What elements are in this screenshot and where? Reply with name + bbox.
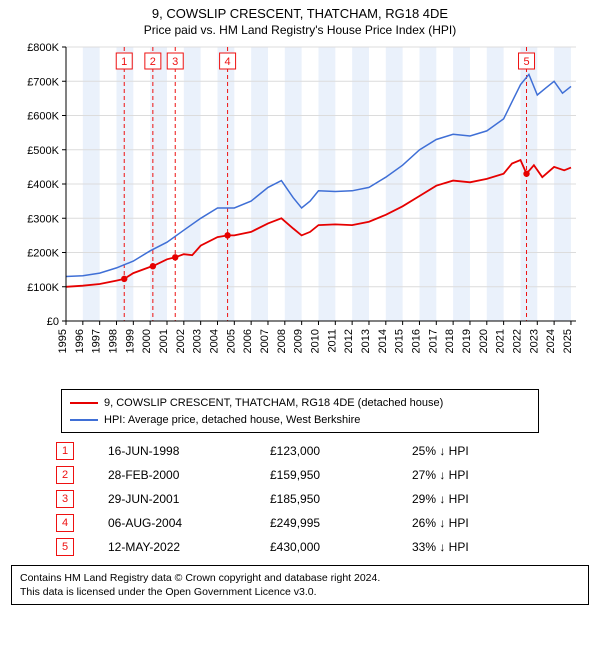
attribution-box: Contains HM Land Registry data © Crown c… (11, 565, 589, 605)
svg-text:£0: £0 (47, 316, 59, 328)
svg-text:1998: 1998 (107, 329, 119, 353)
sale-price: £159,950 (264, 463, 406, 487)
sale-date: 16-JUN-1998 (102, 439, 264, 463)
svg-text:2011: 2011 (326, 329, 338, 353)
chart-container: 9, COWSLIP CRESCENT, THATCHAM, RG18 4DE … (0, 6, 600, 650)
svg-text:2010: 2010 (309, 329, 321, 353)
svg-text:2003: 2003 (192, 329, 204, 353)
sale-hpi-delta: 27% ↓ HPI (406, 463, 550, 487)
sale-hpi-delta: 26% ↓ HPI (406, 511, 550, 535)
svg-text:2016: 2016 (410, 329, 422, 353)
price-hpi-chart: £0 £100K £200K £300K £400K £500K £600K £700K £80… (14, 41, 584, 381)
legend-swatch-price-paid (70, 402, 98, 404)
sale-event-row: 3 29-JUN-2001£185,95029% ↓ HPI (50, 487, 550, 511)
sale-marker-icon: 2 (56, 466, 74, 484)
legend-item-price-paid: 9, COWSLIP CRESCENT, THATCHAM, RG18 4DE … (70, 395, 530, 412)
sale-events-table: 1 16-JUN-1998£123,00025% ↓ HPI 2 28-FEB-200… (50, 439, 550, 559)
sale-date: 28-FEB-2000 (102, 463, 264, 487)
svg-text:2008: 2008 (276, 329, 288, 353)
sale-event-row: 1 16-JUN-1998£123,00025% ↓ HPI (50, 439, 550, 463)
svg-text:1999: 1999 (124, 329, 136, 353)
svg-text:2005: 2005 (225, 329, 237, 353)
svg-text:2013: 2013 (360, 329, 372, 353)
svg-text:2002: 2002 (175, 329, 187, 353)
svg-text:2: 2 (150, 56, 156, 68)
sale-marker-icon: 1 (56, 442, 74, 460)
svg-text:1997: 1997 (91, 329, 103, 353)
svg-text:2001: 2001 (158, 329, 170, 353)
sale-hpi-delta: 25% ↓ HPI (406, 439, 550, 463)
svg-text:2006: 2006 (242, 329, 254, 353)
sale-hpi-delta: 33% ↓ HPI (406, 535, 550, 559)
sale-event-row: 4 06-AUG-2004£249,99526% ↓ HPI (50, 511, 550, 535)
svg-text:£800K: £800K (27, 42, 59, 54)
chart-subtitle: Price paid vs. HM Land Registry's House … (0, 23, 600, 37)
sale-date: 29-JUN-2001 (102, 487, 264, 511)
svg-text:2007: 2007 (259, 329, 271, 353)
svg-text:£400K: £400K (27, 179, 59, 191)
sale-price: £185,950 (264, 487, 406, 511)
svg-text:2004: 2004 (208, 329, 220, 353)
legend-label-hpi: HPI: Average price, detached house, West… (104, 412, 360, 429)
svg-text:1995: 1995 (57, 329, 69, 353)
sale-date: 06-AUG-2004 (102, 511, 264, 535)
svg-text:2000: 2000 (141, 329, 153, 353)
svg-text:2022: 2022 (511, 329, 523, 353)
attribution-line-1: Contains HM Land Registry data © Crown c… (20, 571, 580, 585)
svg-text:2019: 2019 (461, 329, 473, 353)
chart-area: £0 £100K £200K £300K £400K £500K £600K £700K £80… (14, 41, 584, 381)
svg-text:2014: 2014 (377, 329, 389, 353)
svg-text:1996: 1996 (74, 329, 86, 353)
svg-text:£100K: £100K (27, 282, 59, 294)
sale-date: 12-MAY-2022 (102, 535, 264, 559)
legend-item-hpi: HPI: Average price, detached house, West… (70, 412, 530, 429)
svg-text:2021: 2021 (495, 329, 507, 353)
svg-text:£700K: £700K (27, 76, 59, 88)
svg-text:5: 5 (523, 56, 529, 68)
sale-price: £123,000 (264, 439, 406, 463)
svg-text:£300K: £300K (27, 213, 59, 225)
svg-text:2024: 2024 (545, 329, 557, 353)
svg-text:2015: 2015 (394, 329, 406, 353)
sale-marker-icon: 4 (56, 514, 74, 532)
svg-text:4: 4 (225, 56, 231, 68)
attribution-line-2: This data is licensed under the Open Gov… (20, 585, 580, 599)
svg-text:2020: 2020 (478, 329, 490, 353)
legend-swatch-hpi (70, 419, 98, 421)
sale-hpi-delta: 29% ↓ HPI (406, 487, 550, 511)
svg-text:£500K: £500K (27, 145, 59, 157)
legend-label-price-paid: 9, COWSLIP CRESCENT, THATCHAM, RG18 4DE … (104, 395, 443, 412)
sale-price: £249,995 (264, 511, 406, 535)
svg-text:2025: 2025 (562, 329, 574, 353)
svg-text:£600K: £600K (27, 111, 59, 123)
sale-event-row: 5 12-MAY-2022£430,00033% ↓ HPI (50, 535, 550, 559)
svg-text:3: 3 (172, 56, 178, 68)
svg-text:2009: 2009 (293, 329, 305, 353)
svg-text:2012: 2012 (343, 329, 355, 353)
sale-price: £430,000 (264, 535, 406, 559)
sale-event-row: 2 28-FEB-2000£159,95027% ↓ HPI (50, 463, 550, 487)
chart-title: 9, COWSLIP CRESCENT, THATCHAM, RG18 4DE (0, 6, 600, 21)
svg-text:2018: 2018 (444, 329, 456, 353)
svg-text:2023: 2023 (528, 329, 540, 353)
sale-marker-icon: 3 (56, 490, 74, 508)
svg-text:£200K: £200K (27, 248, 59, 260)
legend-box: 9, COWSLIP CRESCENT, THATCHAM, RG18 4DE … (61, 389, 539, 433)
sale-marker-icon: 5 (56, 538, 74, 556)
svg-text:2017: 2017 (427, 329, 439, 353)
svg-text:1: 1 (121, 56, 127, 68)
